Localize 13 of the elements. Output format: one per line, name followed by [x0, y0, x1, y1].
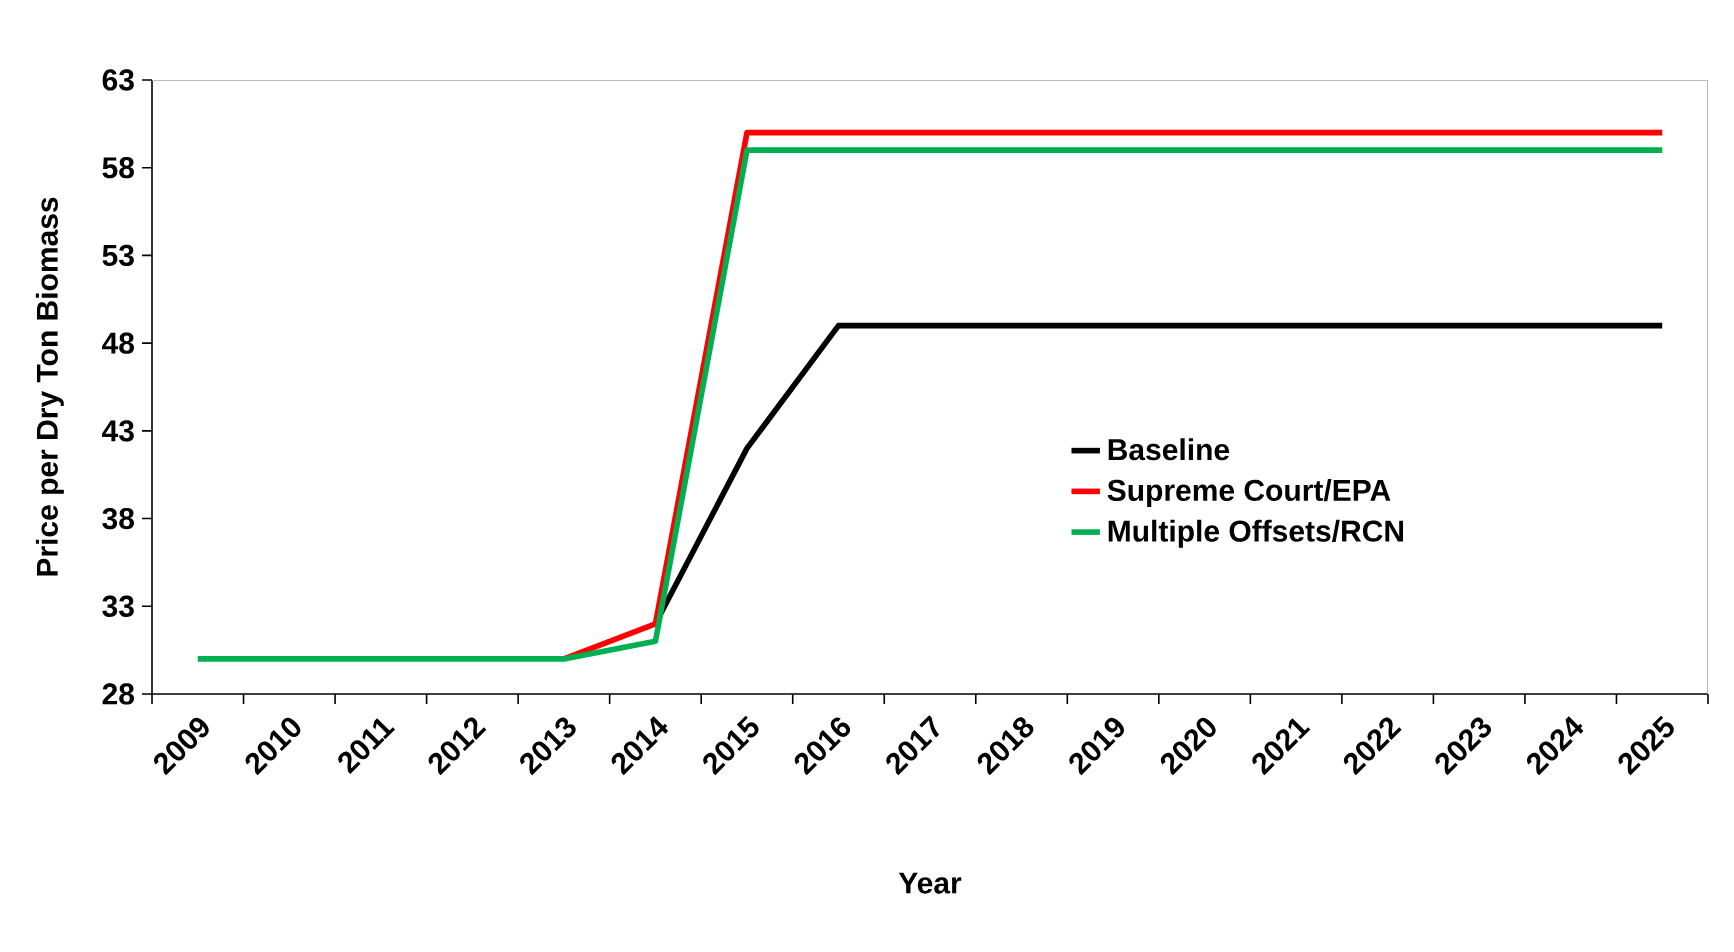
- y-tick-label: 48: [102, 332, 134, 354]
- y-tick-label: 63: [102, 69, 134, 91]
- y-tick-label: 33: [102, 595, 134, 617]
- legend-label: Baseline: [1108, 438, 1230, 461]
- legend-label: Multiple Offsets/RCN: [1108, 519, 1404, 548]
- x-axis-title: Year: [898, 872, 962, 894]
- y-tick-label: 28: [102, 683, 134, 705]
- y-tick-label: 38: [102, 507, 134, 530]
- y-axis-title: Price per Dry Ton Biomass: [35, 197, 64, 576]
- legend-label: Supreme Court/EPA: [1107, 479, 1391, 507]
- y-tick-label: 43: [102, 420, 134, 442]
- y-tick-label: 53: [102, 244, 134, 267]
- y-tick-label: 58: [102, 157, 134, 179]
